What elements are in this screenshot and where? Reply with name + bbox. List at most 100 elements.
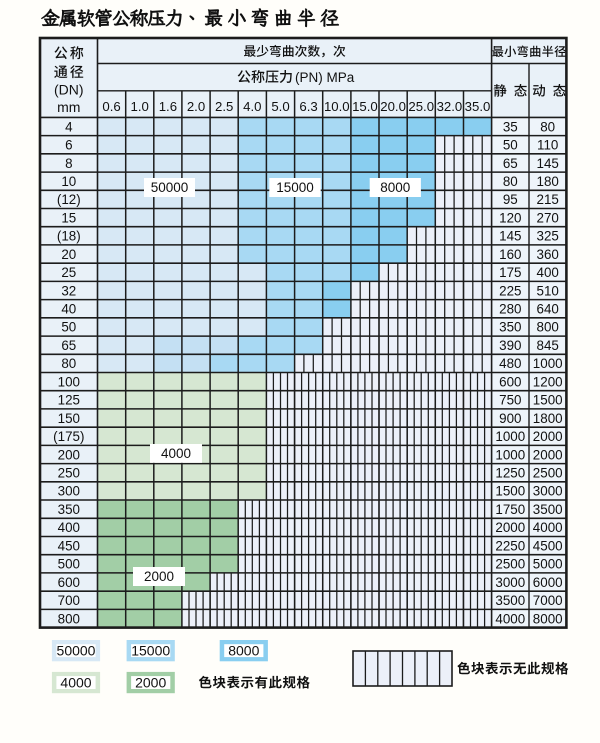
svg-text:1750: 1750: [495, 502, 525, 517]
svg-text:35.0: 35.0: [465, 99, 491, 114]
svg-text:510: 510: [537, 283, 559, 298]
svg-text:8000: 8000: [380, 180, 410, 195]
svg-text:160: 160: [499, 247, 521, 262]
svg-text:(PN) MPa: (PN) MPa: [295, 70, 355, 85]
svg-text:1250: 1250: [495, 466, 525, 481]
svg-text:6.3: 6.3: [299, 99, 317, 114]
svg-text:2.0: 2.0: [187, 99, 205, 114]
svg-text:360: 360: [537, 247, 559, 262]
svg-text:15000: 15000: [276, 180, 314, 195]
svg-text:150: 150: [58, 411, 80, 426]
svg-text:15000: 15000: [131, 643, 170, 659]
svg-text:900: 900: [499, 411, 521, 426]
svg-text:25: 25: [61, 265, 76, 280]
svg-text:110: 110: [537, 138, 558, 153]
svg-text:100: 100: [58, 374, 80, 389]
svg-text:4500: 4500: [533, 538, 563, 553]
svg-text:120: 120: [499, 210, 521, 225]
svg-text:3000: 3000: [533, 484, 563, 499]
svg-text:4: 4: [65, 119, 73, 134]
svg-text:1.0: 1.0: [131, 99, 149, 114]
svg-text:2500: 2500: [495, 557, 525, 572]
svg-text:3500: 3500: [495, 593, 525, 608]
svg-text:450: 450: [58, 538, 80, 553]
svg-text:1.6: 1.6: [159, 99, 177, 114]
svg-text:175: 175: [499, 265, 521, 280]
svg-text:95: 95: [503, 192, 518, 207]
svg-text:4000: 4000: [495, 611, 525, 626]
svg-text:20: 20: [61, 247, 76, 262]
svg-text:1200: 1200: [533, 374, 563, 389]
svg-text:250: 250: [58, 466, 80, 481]
svg-text:15: 15: [61, 210, 76, 225]
svg-text:50: 50: [503, 138, 518, 153]
svg-text:50000: 50000: [57, 643, 96, 659]
svg-text:2.5: 2.5: [215, 99, 233, 114]
svg-text:480: 480: [499, 356, 521, 371]
svg-text:2000: 2000: [533, 429, 563, 444]
svg-text:1500: 1500: [533, 393, 563, 408]
svg-text:3000: 3000: [495, 575, 525, 590]
svg-text:350: 350: [499, 320, 521, 335]
svg-text:350: 350: [58, 502, 80, 517]
svg-text:15.0: 15.0: [352, 99, 378, 114]
svg-text:800: 800: [58, 611, 80, 626]
svg-text:600: 600: [499, 374, 521, 389]
svg-text:10.0: 10.0: [324, 99, 350, 114]
svg-text:225: 225: [499, 283, 521, 298]
svg-text:270: 270: [537, 210, 559, 225]
svg-text:4000: 4000: [161, 446, 191, 461]
svg-text:4.0: 4.0: [243, 99, 261, 114]
svg-text:32: 32: [61, 283, 76, 298]
svg-text:1800: 1800: [533, 411, 563, 426]
svg-text:4000: 4000: [60, 674, 91, 690]
svg-text:8000: 8000: [228, 643, 259, 659]
svg-text:2250: 2250: [495, 538, 525, 553]
svg-text:800: 800: [537, 320, 559, 335]
svg-text:80: 80: [540, 119, 555, 134]
svg-text:80: 80: [61, 356, 76, 371]
svg-text:2000: 2000: [533, 447, 563, 462]
svg-text:10: 10: [61, 174, 76, 189]
svg-text:5000: 5000: [533, 557, 563, 572]
svg-text:(DN): (DN): [54, 82, 84, 98]
svg-text:50: 50: [61, 320, 76, 335]
svg-text:280: 280: [499, 302, 521, 317]
svg-text:(175): (175): [53, 429, 84, 444]
svg-text:8: 8: [65, 156, 72, 171]
svg-text:700: 700: [58, 593, 80, 608]
svg-text:1500: 1500: [495, 484, 525, 499]
svg-text:3500: 3500: [533, 502, 563, 517]
svg-text:8000: 8000: [533, 611, 563, 626]
svg-text:25.0: 25.0: [408, 99, 434, 114]
svg-text:500: 500: [58, 557, 80, 572]
svg-text:750: 750: [499, 393, 521, 408]
svg-text:640: 640: [537, 302, 559, 317]
svg-text:32.0: 32.0: [437, 99, 463, 114]
svg-text:145: 145: [499, 229, 521, 244]
svg-text:2000: 2000: [135, 674, 166, 690]
svg-text:600: 600: [58, 575, 80, 590]
svg-text:(18): (18): [57, 229, 81, 244]
svg-text:4000: 4000: [533, 520, 563, 535]
svg-text:325: 325: [537, 229, 559, 244]
svg-text:390: 390: [499, 338, 521, 353]
svg-text:65: 65: [503, 156, 518, 171]
svg-text:0.6: 0.6: [102, 99, 120, 114]
svg-text:145: 145: [537, 156, 559, 171]
svg-text:mm: mm: [57, 99, 80, 115]
svg-text:1000: 1000: [495, 429, 525, 444]
svg-text:215: 215: [537, 192, 559, 207]
svg-text:180: 180: [537, 174, 559, 189]
svg-text:(12): (12): [57, 192, 81, 207]
svg-text:6: 6: [65, 138, 72, 153]
svg-text:2500: 2500: [533, 466, 563, 481]
svg-text:1000: 1000: [533, 356, 563, 371]
svg-text:5.0: 5.0: [271, 99, 289, 114]
svg-text:400: 400: [58, 520, 80, 535]
svg-text:2000: 2000: [144, 569, 174, 584]
svg-text:80: 80: [503, 174, 518, 189]
svg-text:40: 40: [61, 302, 76, 317]
svg-text:200: 200: [58, 447, 80, 462]
svg-text:300: 300: [58, 484, 80, 499]
